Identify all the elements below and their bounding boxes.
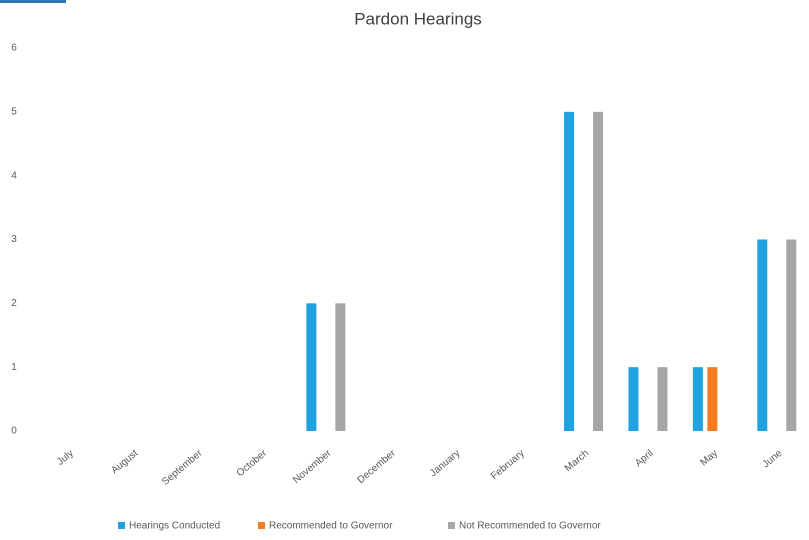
y-tick-label: 6	[11, 43, 17, 54]
x-tick-label: September	[160, 447, 205, 487]
x-tick-label: November	[291, 447, 334, 486]
bar	[692, 367, 703, 431]
y-tick-label: 2	[11, 298, 17, 309]
decoration	[0, 0, 66, 3]
y-tick-label: 3	[11, 234, 17, 245]
legend-swatch	[448, 522, 455, 529]
x-tick-label: March	[563, 448, 591, 474]
x-tick-label: August	[109, 448, 140, 477]
bar	[593, 111, 604, 431]
chart-title: Pardon Hearings	[354, 9, 482, 28]
y-tick-label: 0	[11, 426, 17, 437]
x-tick-label: April	[633, 448, 655, 469]
x-tick-label: June	[761, 448, 785, 471]
x-tick-label: July	[55, 448, 76, 468]
x-tick-label: May	[698, 448, 720, 469]
x-tick-label: January	[428, 448, 462, 479]
bar	[335, 303, 346, 431]
y-tick-label: 1	[11, 362, 17, 373]
bar	[306, 303, 317, 431]
y-tick-label: 4	[11, 170, 17, 181]
bar	[564, 111, 575, 431]
x-tick-label: December	[356, 447, 399, 486]
y-tick-label: 5	[11, 106, 17, 117]
bar	[657, 367, 668, 431]
legend-label: Recommended to Governor	[269, 521, 393, 532]
bar	[757, 239, 768, 431]
bar	[628, 367, 639, 431]
legend-swatch	[118, 522, 125, 529]
legend-swatch	[258, 522, 265, 529]
legend-label: Not Recommended to Governor	[459, 521, 601, 532]
x-tick-label: October	[235, 447, 270, 479]
x-tick-label: February	[489, 448, 527, 482]
bar	[707, 367, 718, 431]
bar	[786, 239, 797, 431]
legend-label: Hearings Conducted	[129, 521, 220, 532]
